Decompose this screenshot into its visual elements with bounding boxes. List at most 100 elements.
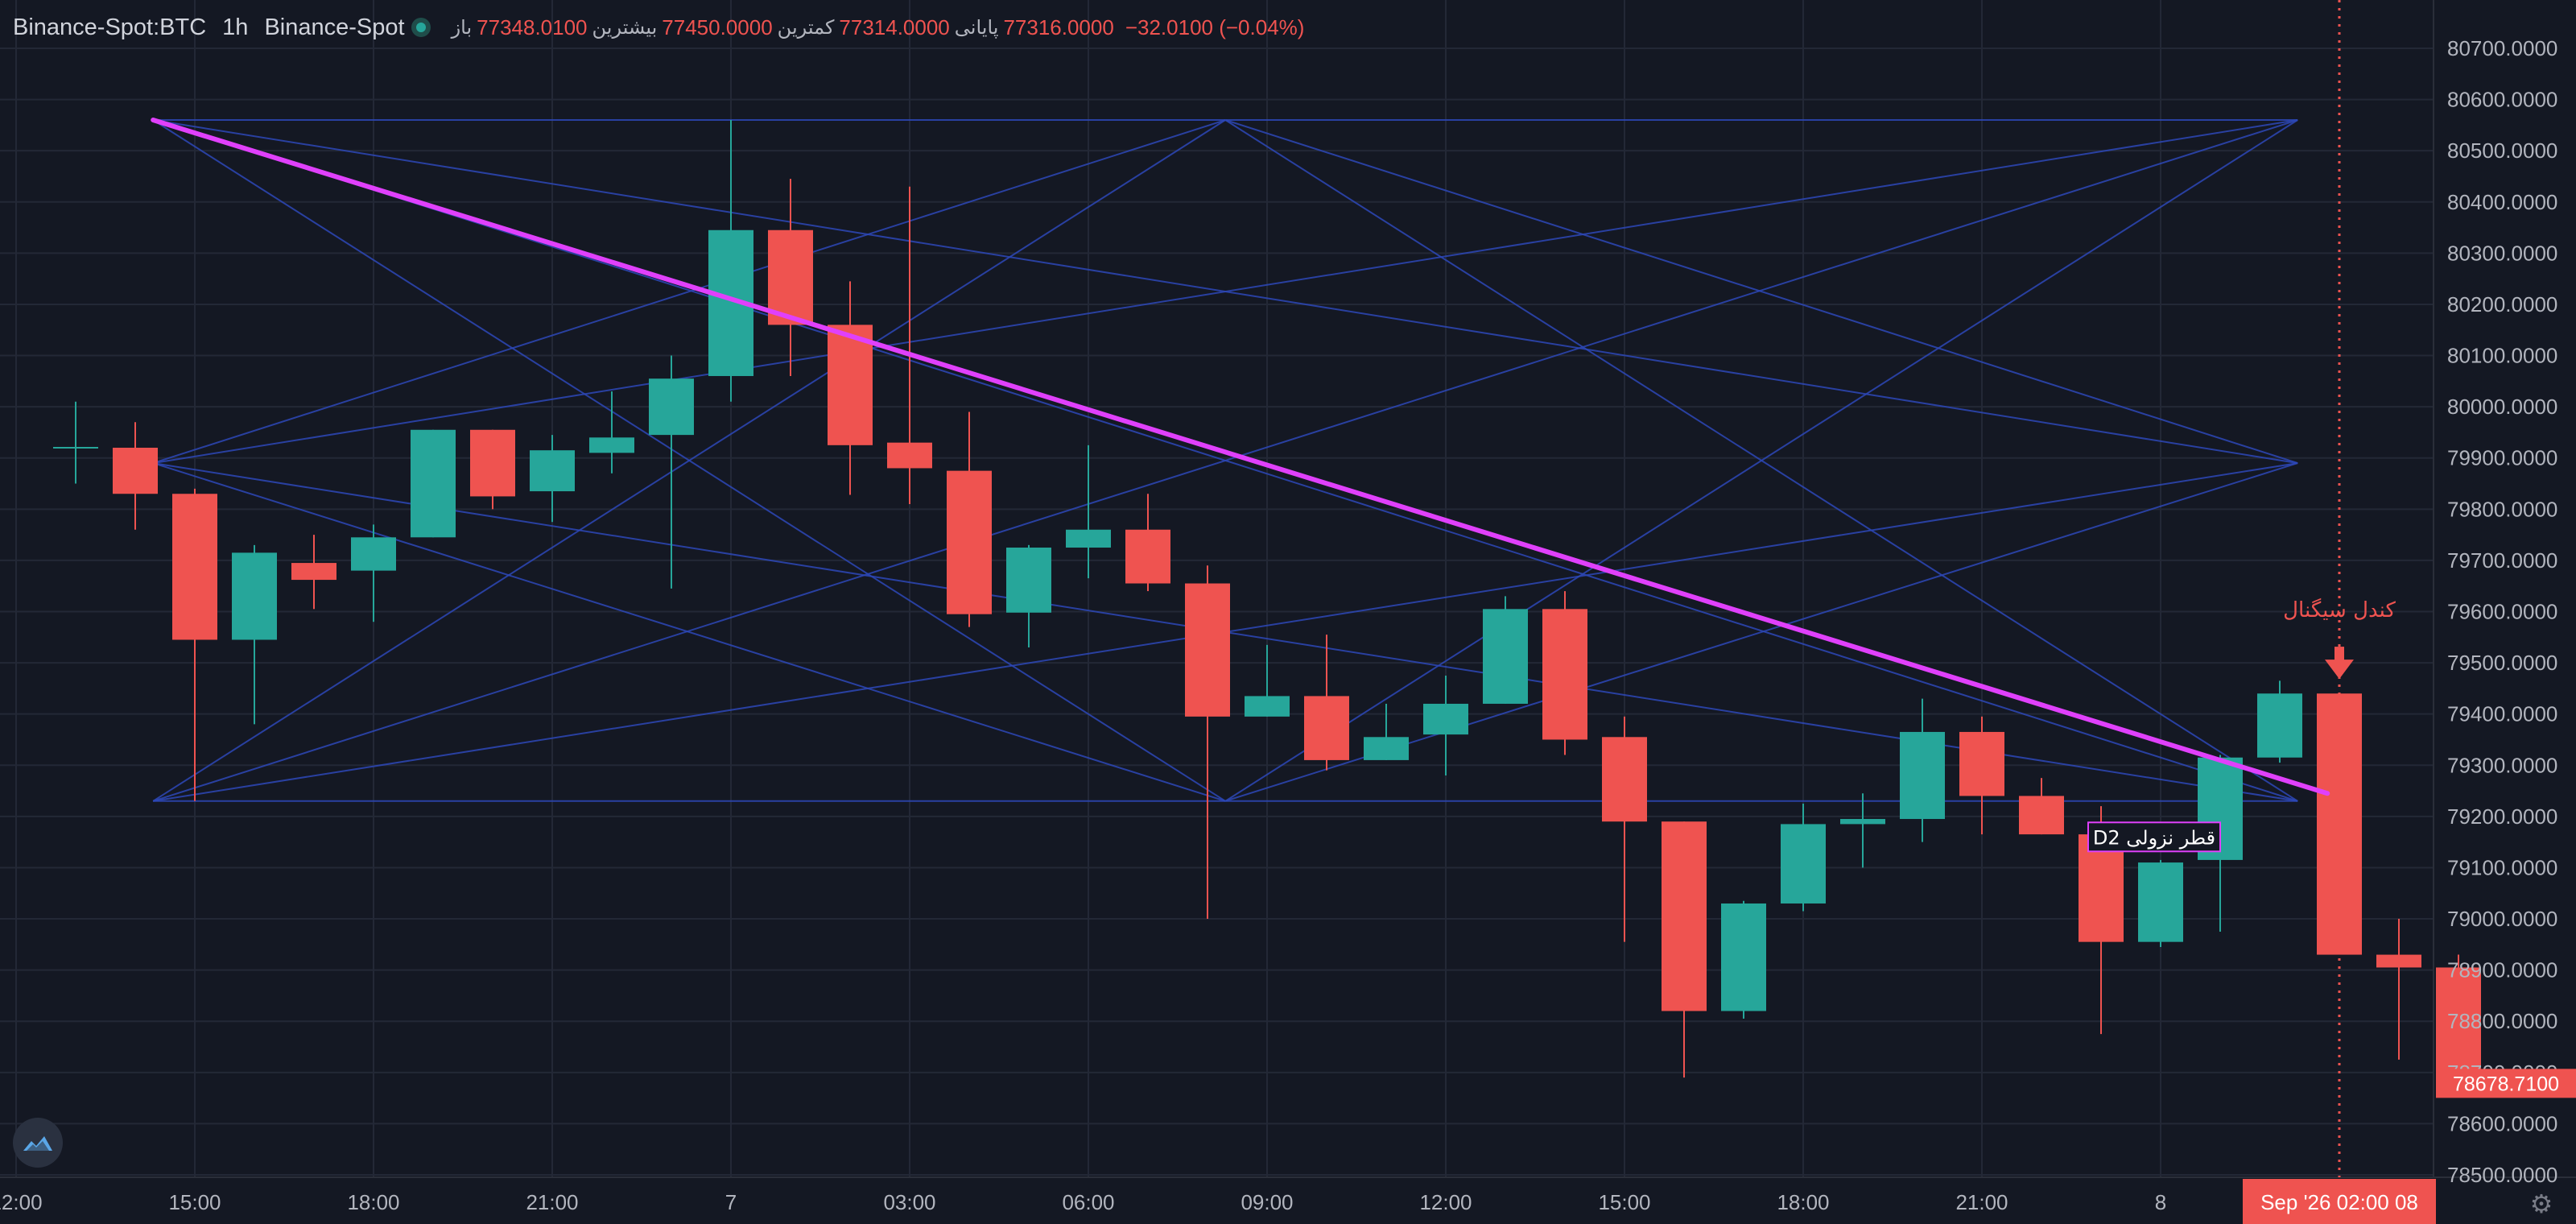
fan-line[interactable] (152, 119, 2298, 802)
time-tick-label: 18:00 (1777, 1190, 1829, 1214)
candle-body (411, 429, 456, 538)
candle[interactable] (1840, 793, 1885, 868)
candle-body (1840, 819, 1885, 825)
candle[interactable] (1066, 445, 1111, 579)
candle[interactable] (232, 544, 277, 725)
candle-body (649, 378, 694, 436)
candle[interactable] (113, 422, 158, 530)
candle[interactable] (2257, 680, 2302, 763)
candle[interactable] (1662, 821, 1707, 1078)
candle[interactable] (1959, 716, 2004, 835)
low-value: 77314.0000 (839, 14, 950, 39)
candle[interactable] (2317, 693, 2362, 955)
candle-body (113, 448, 158, 494)
candle[interactable] (411, 429, 456, 538)
candle[interactable] (1542, 591, 1587, 755)
candle[interactable] (1900, 698, 1945, 842)
price-tick-label: 80400.0000 (2447, 190, 2557, 214)
candle[interactable] (2436, 954, 2481, 1081)
last-price-value: 78678.7100 (2453, 1073, 2559, 1095)
price-tick-label: 80500.0000 (2447, 139, 2557, 163)
candle[interactable] (828, 281, 873, 495)
candle[interactable] (1781, 803, 1826, 912)
candle-body (2019, 796, 2064, 835)
candle-body (1721, 903, 1766, 1011)
candle[interactable] (53, 401, 98, 484)
price-tick-label: 79800.0000 (2447, 497, 2557, 521)
candle[interactable] (172, 488, 217, 801)
price-tick-label: 79100.0000 (2447, 855, 2557, 879)
candle-body (828, 325, 873, 445)
candle-body (768, 229, 813, 325)
candle[interactable] (1006, 544, 1051, 648)
candle-body (2436, 967, 2481, 1081)
candle[interactable] (887, 186, 932, 504)
price-tick-label: 79400.0000 (2447, 702, 2557, 726)
candle[interactable] (1483, 596, 1528, 704)
descending-trendline[interactable] (151, 118, 2330, 796)
candle[interactable] (351, 524, 396, 622)
price-tick-label: 80000.0000 (2447, 395, 2557, 419)
tradingview-logo-icon[interactable] (13, 1118, 63, 1168)
candle[interactable] (1602, 716, 1647, 942)
time-tick-label: 12:00 (1419, 1190, 1472, 1214)
fan-line[interactable] (1224, 119, 2298, 465)
candle[interactable] (1185, 565, 1230, 920)
price-tick-label: 78800.0000 (2447, 1009, 2557, 1033)
candle[interactable] (589, 391, 634, 473)
candle-body (172, 494, 217, 640)
time-tick-label: 15:00 (1598, 1190, 1650, 1214)
price-tick-label: 79200.0000 (2447, 804, 2557, 829)
candle-body (2079, 834, 2124, 942)
candle-body (1304, 696, 1349, 760)
candle-body (232, 552, 277, 640)
candle[interactable] (1721, 900, 1766, 1019)
candle-body (589, 437, 634, 453)
settings-gear-icon[interactable]: ⚙ (2529, 1189, 2553, 1219)
interval-label[interactable]: 1h (222, 14, 249, 40)
price-tick-label: 80200.0000 (2447, 292, 2557, 316)
price-tick-label: 80300.0000 (2447, 241, 2557, 265)
time-tick-label: 8 (2155, 1190, 2166, 1214)
candle[interactable] (470, 429, 515, 510)
fan-line[interactable] (153, 119, 2298, 465)
signal-label: کندل سیگنال (2283, 598, 2396, 622)
price-tick-label: 78900.0000 (2447, 958, 2557, 982)
fan-line[interactable] (152, 462, 1226, 802)
fan-line[interactable] (152, 119, 1226, 802)
trendline-d2[interactable] (151, 118, 2330, 796)
fan-line[interactable] (1224, 119, 2298, 802)
exchange-label: Binance-Spot (264, 14, 405, 40)
symbol-name[interactable]: Binance-Spot:BTC (13, 14, 207, 40)
time-axis[interactable]: 12:00 15:00 18:00 21:00 7 03:00 06:00 09:00 12:0… (0, 1190, 2166, 1214)
candle[interactable] (2019, 778, 2064, 835)
candle[interactable] (649, 355, 694, 589)
candle[interactable] (2138, 859, 2183, 948)
market-status-icon[interactable] (411, 18, 431, 37)
candle[interactable] (1245, 644, 1290, 717)
price-axis[interactable]: 80700.0000 80600.0000 80500.0000 80400.0000… (2447, 36, 2557, 1187)
trend-label-frame (2087, 821, 2221, 853)
open-label: باز (451, 16, 473, 39)
last-price-tag (2436, 1069, 2576, 1098)
fan-line[interactable] (152, 119, 1226, 465)
open-value: 77348.0100 (477, 14, 588, 39)
candlestick-series[interactable] (53, 120, 2481, 1081)
time-tick-label: 06:00 (1062, 1190, 1114, 1214)
time-tick-label: 21:00 (1955, 1190, 2008, 1214)
candle[interactable] (2376, 919, 2421, 1060)
candle[interactable] (530, 435, 575, 523)
crosshair-time-value: Sep '26 02:00 08 (2260, 1190, 2418, 1214)
candle[interactable] (1423, 675, 1468, 775)
candle[interactable] (768, 179, 813, 376)
grid (0, 0, 2434, 1177)
signal-arrow-icon (2325, 660, 2354, 680)
candle[interactable] (947, 411, 992, 627)
candle[interactable] (1364, 703, 1409, 760)
candle[interactable] (291, 535, 336, 610)
candle[interactable] (1304, 635, 1349, 771)
high-label: بیشترین (592, 16, 658, 39)
candle-body (1423, 703, 1468, 735)
candle[interactable] (1125, 494, 1170, 592)
